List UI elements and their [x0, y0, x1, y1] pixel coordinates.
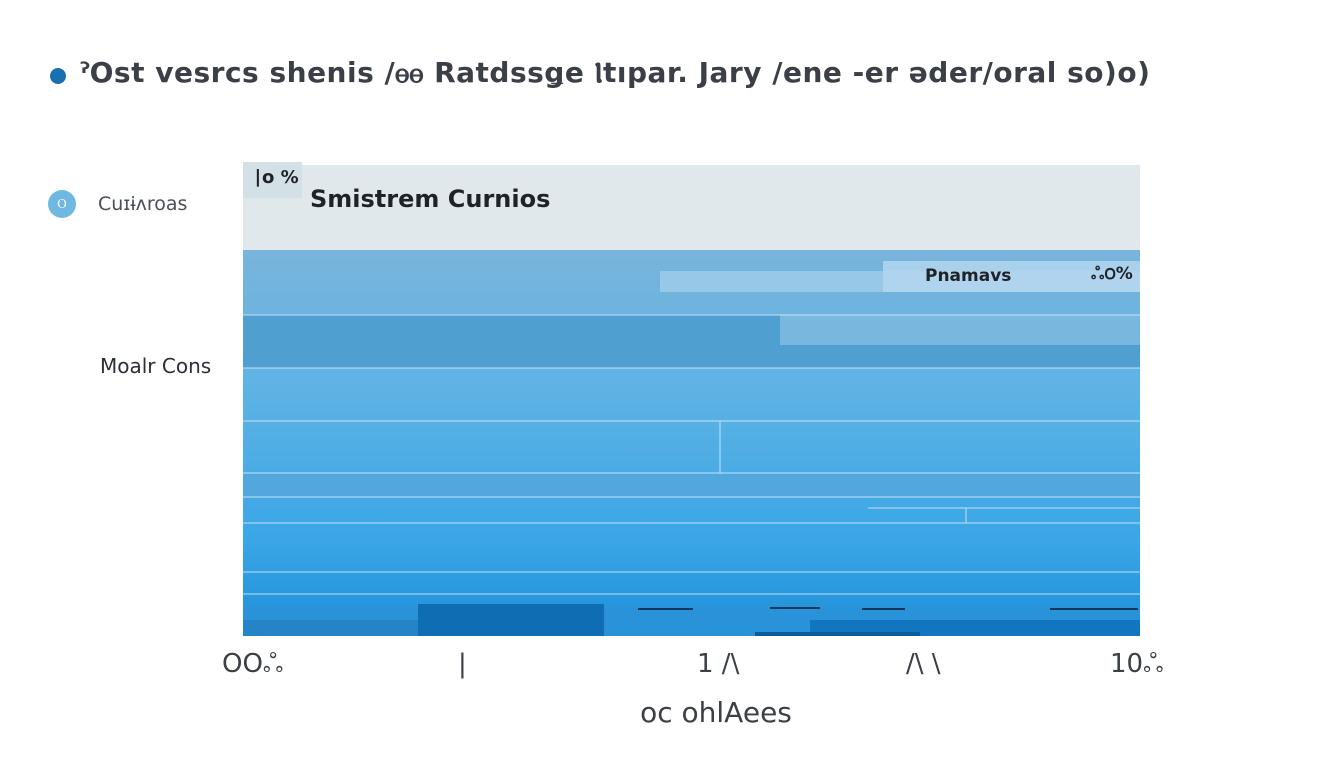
band-row [243, 474, 1140, 498]
x-tick-label: /\ \ [906, 649, 941, 679]
x-tick-label: OOஃ [222, 649, 283, 679]
annotation-top-left: ∣o % [253, 167, 299, 188]
title-bullet-icon [50, 68, 66, 84]
band-highlight [780, 315, 1140, 345]
annotation-box [243, 162, 302, 198]
y-axis-label: Moalr Cons [100, 354, 212, 378]
legend-label: Cuɪɨʌroas [98, 193, 188, 215]
annotation-box [883, 261, 1140, 292]
plot-header-band [243, 165, 1140, 250]
legend[interactable]: Ⲟ Cuɪɨʌroas [48, 190, 187, 218]
x-tick-label: 1 /\ [697, 649, 740, 679]
plot-area [243, 250, 1140, 636]
x-tick-label: 10ஃ [1110, 649, 1163, 679]
gridlines [243, 314, 1140, 595]
bottom-bar [755, 632, 920, 636]
x-axis-label: oc ohlAees [640, 696, 792, 729]
bottom-bar [418, 604, 604, 636]
legend-swatch-icon: Ⲟ [48, 190, 76, 218]
page-title: ˀOst vesrcs shenis /ⲑⲑ Ratdssǥe Ⲓtıpar. … [80, 56, 1151, 89]
chart-title-row: ˀOst vesrcs shenis /ⲑⲑ Ratdssǥe Ⲓtıpar. … [50, 56, 1150, 90]
annotation-label: Pnamavs [925, 266, 1011, 286]
bottom-bar [243, 620, 418, 636]
bottom-markers [638, 607, 1138, 610]
annotation-value: ஃ౦% [1091, 264, 1133, 284]
chart-subtitle: Smistrem Curnios [310, 185, 550, 213]
x-tick-label: | [458, 649, 467, 679]
